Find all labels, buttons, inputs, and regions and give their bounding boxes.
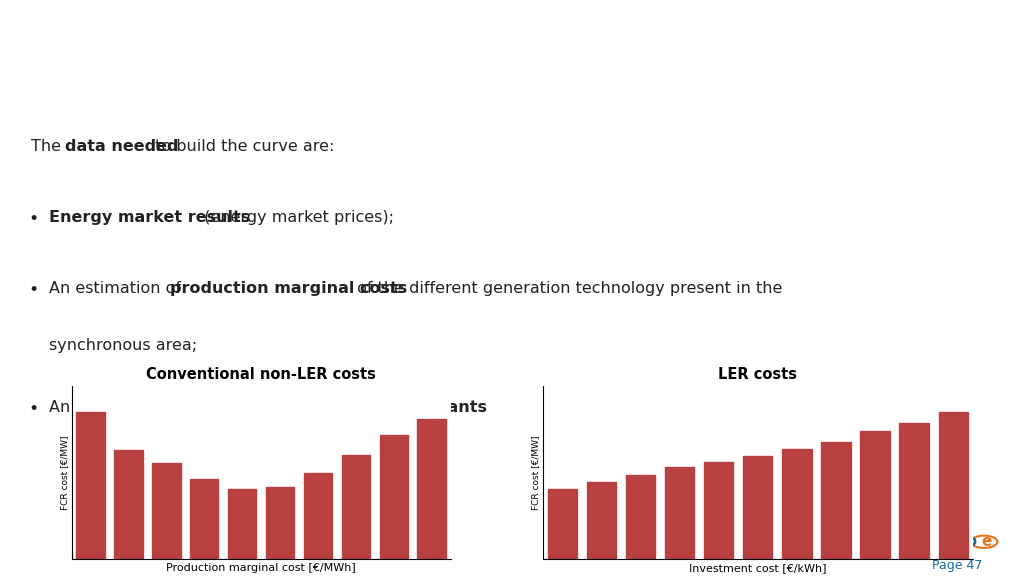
Bar [587,482,616,559]
Bar [705,462,733,559]
Text: CBA Methodology Proposal: CBA Methodology Proposal [31,14,475,42]
Text: An estimation of the: An estimation of the [49,400,218,415]
Text: (energy market prices);: (energy market prices); [199,210,393,225]
Bar [626,475,655,559]
Text: •: • [29,400,39,418]
Bar [153,463,180,559]
Text: An estimation of: An estimation of [49,282,186,297]
Bar [782,449,811,559]
Bar [266,487,294,559]
Bar [190,479,218,559]
Y-axis label: FCR cost [€/MW]: FCR cost [€/MW] [530,435,540,510]
X-axis label: Production marginal cost [€/MWh]: Production marginal cost [€/MWh] [166,563,356,573]
Bar [821,442,851,559]
Text: of the different generation technology present in the: of the different generation technology p… [352,282,782,297]
Title: Conventional non-LER costs: Conventional non-LER costs [146,367,376,382]
Text: e: e [981,535,991,550]
Bar [380,434,408,559]
Bar [77,412,104,559]
Text: The: The [31,139,66,154]
Text: FCR cost curves: FCR cost curves [31,63,220,88]
Bar [304,473,332,559]
X-axis label: Investment cost [€/kWh]: Investment cost [€/kWh] [689,563,826,573]
Bar [743,456,772,559]
Bar [228,488,256,559]
Bar [665,467,694,559]
Text: entso: entso [930,535,978,550]
Bar [115,450,142,559]
Y-axis label: FCR cost [€/MW]: FCR cost [€/MW] [59,435,69,510]
Title: LER costs: LER costs [718,367,798,382]
Bar [860,431,890,559]
Text: Page 47: Page 47 [932,559,983,572]
Bar [899,423,929,559]
Text: Energy market results: Energy market results [49,210,251,225]
Bar [342,455,370,559]
Bar [548,489,577,559]
Text: •: • [29,210,39,228]
Text: to build the curve are:: to build the curve are: [150,139,334,154]
Bar [418,419,445,559]
Text: •: • [29,282,39,300]
Text: production marginal costs: production marginal costs [170,282,408,297]
Text: investment costs for LER plants: investment costs for LER plants [199,400,486,415]
Text: data needed: data needed [65,139,178,154]
Text: .: . [419,400,424,415]
Text: synchronous area;: synchronous area; [49,339,198,354]
Bar [939,412,968,559]
